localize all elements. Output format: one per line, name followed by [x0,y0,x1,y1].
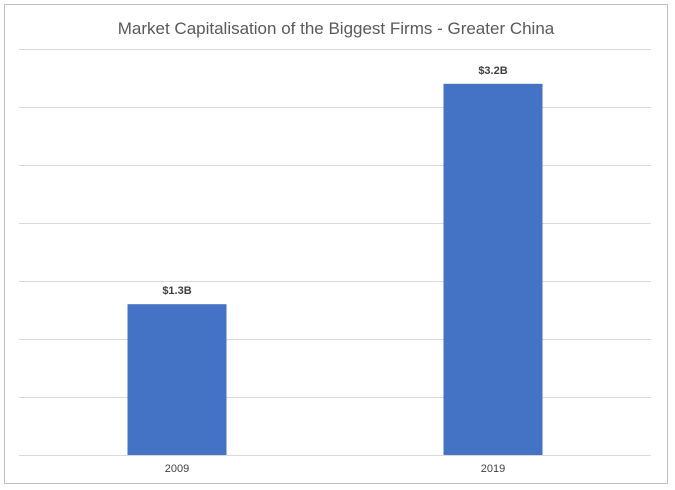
chart-frame: Market Capitalisation of the Biggest Fir… [4,4,668,484]
data-label-2009: $1.3B [162,285,191,297]
data-label-2019: $3.2B [478,65,507,77]
chart-title: Market Capitalisation of the Biggest Fir… [117,19,555,38]
bar-2009 [127,304,227,455]
x-tick-label-2019: 2019 [481,463,505,475]
x-tick-label-2009: 2009 [165,463,189,475]
bar-2019 [443,83,543,456]
